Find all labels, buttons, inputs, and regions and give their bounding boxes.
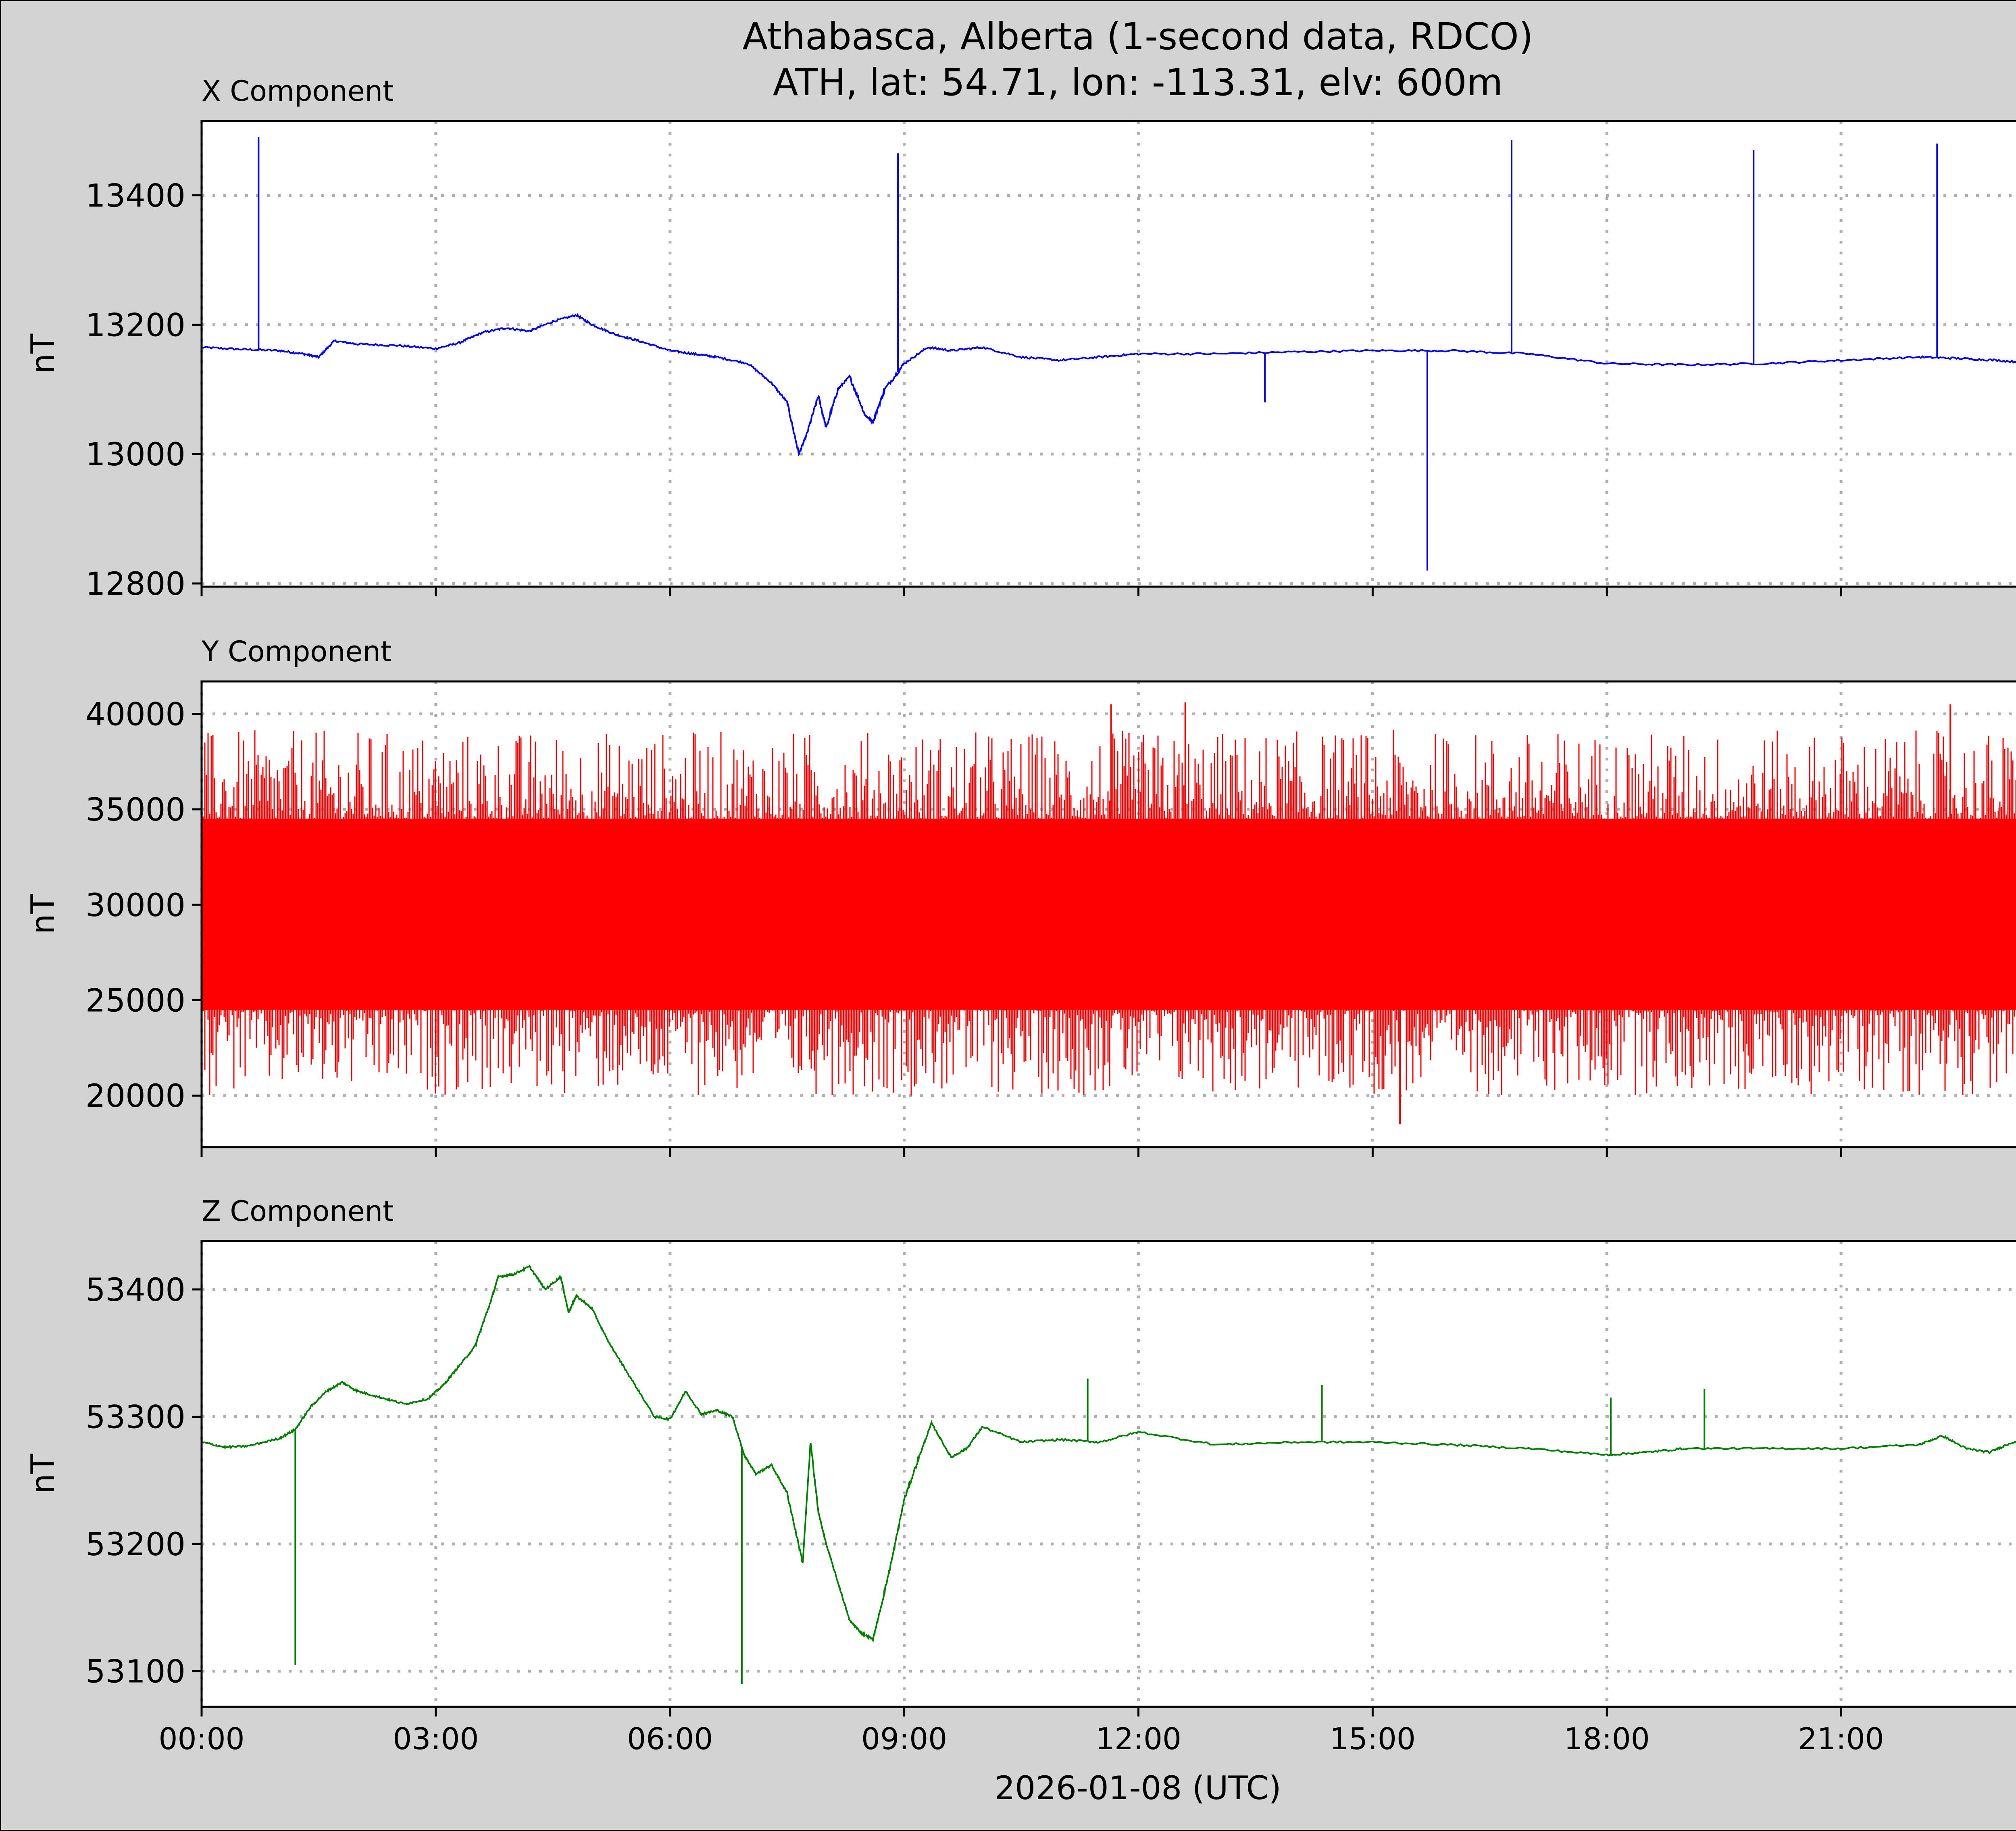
- y-tick-label: 53200: [85, 1527, 185, 1563]
- x-tick-label: 03:00: [393, 1722, 479, 1756]
- panel-1: 12800 13000 13200 13400 X Component nT: [24, 75, 2016, 602]
- figure-title-line1: Athabasca, Alberta (1-second data, RDCO): [742, 15, 1533, 58]
- panels: 12800 13000 13200 13400 X Component nT 20000 25…: [24, 75, 2016, 1756]
- panel-title: X Component: [202, 75, 394, 108]
- x-tick-label: 18:00: [1564, 1722, 1650, 1756]
- y-tick-label: 13000: [85, 437, 185, 473]
- y-tick-label: 13200: [85, 307, 185, 344]
- noise-band: [202, 819, 2016, 1010]
- plot-frame: [200, 680, 2016, 1148]
- x-axis-label: 2026-01-08 (UTC): [994, 1769, 1281, 1807]
- y-tick-label: 53100: [85, 1654, 185, 1690]
- plot-area: [202, 1241, 2016, 1707]
- y-tick-label: 53300: [85, 1399, 185, 1435]
- y-tick-label: 30000: [85, 887, 185, 924]
- x-tick-label: 00:00: [158, 1722, 244, 1756]
- series-line: [201, 313, 2016, 456]
- plot-frame: [200, 1240, 2016, 1708]
- y-tick-label: 20000: [85, 1078, 185, 1114]
- y-tick-label: 40000: [85, 696, 185, 733]
- y-tick-label: 13400: [85, 178, 185, 214]
- series-line: [201, 1264, 2016, 1643]
- figure-title-line2: ATH, lat: 54.71, lon: -113.31, elv: 600m: [773, 61, 1503, 104]
- x-tick-label: 12:00: [1095, 1722, 1181, 1756]
- x-tick-label: 15:00: [1330, 1722, 1416, 1756]
- y-axis-label: nT: [24, 1454, 62, 1494]
- x-tick-label: 06:00: [627, 1722, 713, 1756]
- x-tick-label: 09:00: [861, 1722, 947, 1756]
- y-tick-label: 25000: [85, 983, 185, 1019]
- x-tick-label: 21:00: [1798, 1722, 1884, 1756]
- y-axis-label: nT: [24, 894, 62, 935]
- panel-3: 53100 53200 53300 53400 Z Component nT: [24, 1195, 2016, 1716]
- panel-title: Y Component: [201, 635, 392, 668]
- panel-2: 20000 25000 30000 35000 40000 Y Component nT: [24, 635, 2016, 1157]
- y-tick-label: 12800: [85, 566, 185, 602]
- y-axis-label: nT: [24, 333, 62, 374]
- panel-title: Z Component: [202, 1195, 394, 1228]
- plot-frame: [200, 120, 2016, 588]
- plot-area: [202, 121, 2016, 587]
- y-tick-label: 53400: [85, 1272, 185, 1308]
- y-tick-label: 35000: [85, 792, 185, 828]
